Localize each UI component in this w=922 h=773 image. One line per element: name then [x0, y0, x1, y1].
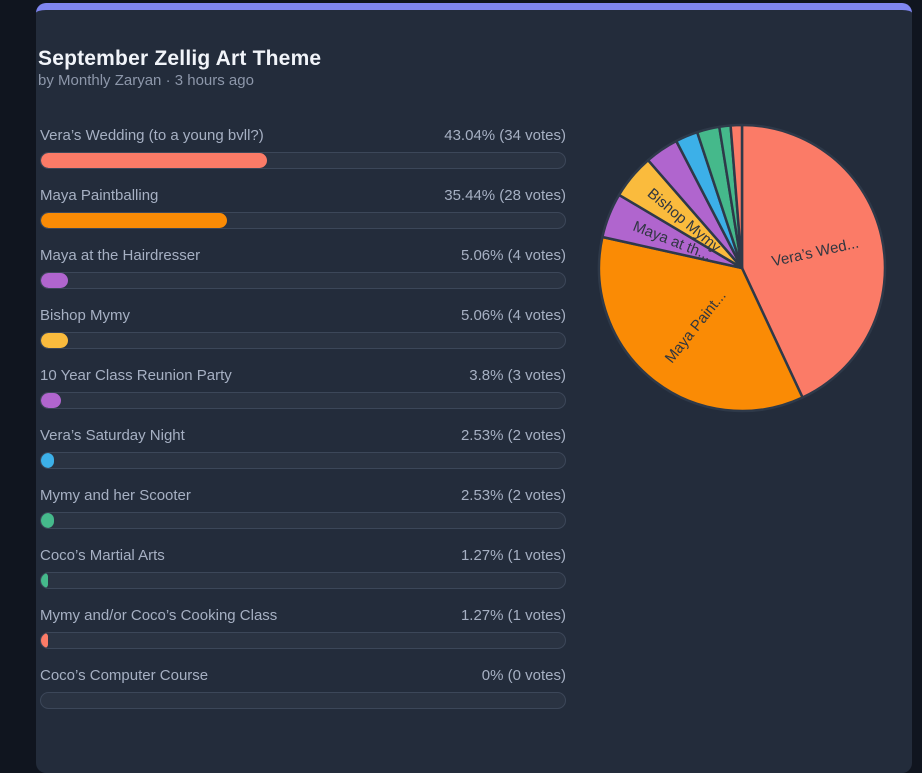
poll-option-bar-fill — [41, 633, 48, 648]
poll-option-bar-track — [40, 572, 566, 589]
poll-pie-chart: Vera’s Wed... Maya Paint... Maya at th... B… — [597, 123, 887, 413]
poll-option-percent: 2.53% (2 votes) — [460, 427, 566, 444]
poll-option-percent: 2.53% (2 votes) — [460, 487, 566, 504]
poll-option-label: Mymy and her Scooter — [40, 487, 191, 504]
poll-option-bar-track — [40, 632, 566, 649]
poll-option-row[interactable]: Maya Paintballing 35.44% (28 votes) — [40, 187, 566, 229]
poll-option-bar-fill — [41, 513, 55, 528]
poll-option-row[interactable]: Coco’s Martial Arts 1.27% (1 votes) — [40, 547, 566, 589]
poll-option-bar-fill — [41, 213, 227, 228]
poll-option-bar-fill — [41, 573, 48, 588]
poll-option-label: Maya at the Hairdresser — [40, 247, 201, 264]
poll-option-row[interactable]: Vera’s Saturday Night 2.53% (2 votes) — [40, 427, 566, 469]
poll-option-row[interactable]: Mymy and her Scooter 2.53% (2 votes) — [40, 487, 566, 529]
poll-option-bar-track — [40, 212, 566, 229]
poll-option-label: 10 Year Class Reunion Party — [40, 367, 232, 384]
poll-option-percent: 5.06% (4 votes) — [460, 247, 566, 264]
byline: by Monthly Zaryan · 3 hours ago — [38, 72, 254, 89]
pie-chart-svg: Vera’s Wed...Maya Paint...Maya at th...B… — [597, 123, 887, 413]
pie-slice — [729, 123, 744, 270]
page-title: September Zellig Art Theme — [38, 47, 322, 71]
byline-prefix: by — [38, 72, 54, 89]
poll-option-row[interactable]: Bishop Mymy 5.06% (4 votes) — [40, 307, 566, 349]
byline-separator: · — [165, 72, 171, 89]
poll-option-label: Coco’s Computer Course — [40, 667, 209, 684]
pie-slice — [597, 235, 804, 413]
poll-option-row[interactable]: 10 Year Class Reunion Party 3.8% (3 vote… — [40, 367, 566, 409]
poll-option-percent: 43.04% (34 votes) — [444, 127, 566, 144]
poll-option-percent: 1.27% (1 votes) — [460, 547, 566, 564]
poll-option-bar-fill — [41, 393, 61, 408]
poll-option-label: Coco’s Martial Arts — [40, 547, 165, 564]
poll-option-bar-fill — [41, 453, 55, 468]
poll-option-row[interactable]: Mymy and/or Coco’s Cooking Class 1.27% (… — [40, 607, 566, 649]
poll-option-row[interactable]: Vera’s Wedding (to a young bvll?) 43.04%… — [40, 127, 566, 169]
poll-option-bar-track — [40, 452, 566, 469]
poll-option-label: Maya Paintballing — [40, 187, 159, 204]
poll-option-label: Bishop Mymy — [40, 307, 131, 324]
poll-option-bar-track — [40, 512, 566, 529]
poll-option-percent: 0% (0 votes) — [481, 667, 566, 684]
poll-option-percent: 35.44% (28 votes) — [444, 187, 566, 204]
poll-option-label: Vera’s Wedding (to a young bvll?) — [40, 127, 264, 144]
poll-option-label: Vera’s Saturday Night — [40, 427, 185, 444]
poll-option-label: Mymy and/or Coco’s Cooking Class — [40, 607, 278, 624]
poll-option-bar-track — [40, 332, 566, 349]
post-time: 3 hours ago — [174, 72, 254, 89]
poll-option-percent: 1.27% (1 votes) — [460, 607, 566, 624]
poll-option-bar-track — [40, 272, 566, 289]
poll-option-bar-track — [40, 152, 566, 169]
poll-options-list: Vera’s Wedding (to a young bvll?) 43.04%… — [40, 127, 566, 727]
poll-option-percent: 3.8% (3 votes) — [469, 367, 566, 384]
poll-option-bar-fill — [41, 153, 267, 168]
poll-option-bar-track — [40, 392, 566, 409]
poll-option-bar-fill — [41, 333, 68, 348]
poll-option-bar-track — [40, 692, 566, 709]
poll-option-percent: 5.06% (4 votes) — [460, 307, 566, 324]
author-name[interactable]: Monthly Zaryan — [58, 72, 162, 89]
poll-option-bar-fill — [41, 273, 68, 288]
poll-option-row[interactable]: Maya at the Hairdresser 5.06% (4 votes) — [40, 247, 566, 289]
poll-option-row[interactable]: Coco’s Computer Course 0% (0 votes) — [40, 667, 566, 709]
pie-slice — [740, 123, 887, 399]
